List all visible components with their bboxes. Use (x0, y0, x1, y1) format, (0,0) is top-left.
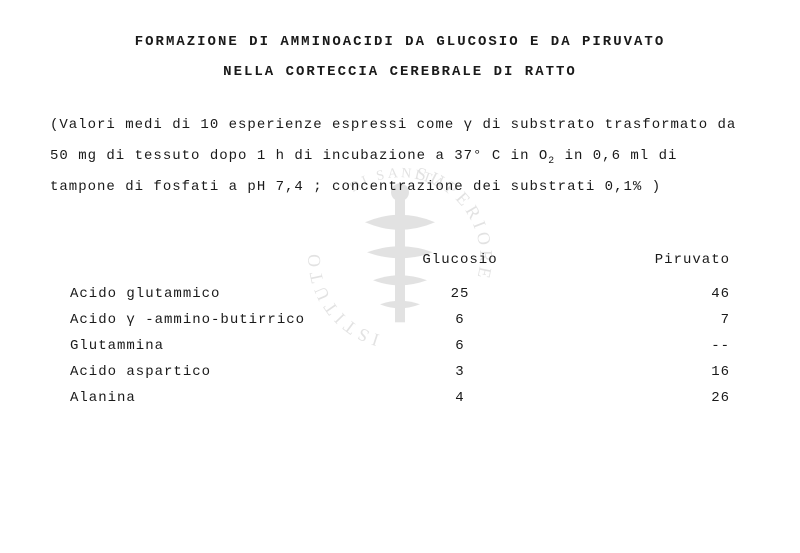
table-header-piruvato: Piruvato (550, 252, 740, 268)
row-label: Alanina (50, 390, 370, 406)
row-glucosio: 6 (370, 338, 550, 354)
row-piruvato: 26 (550, 390, 740, 406)
table-row: Acido glutammico 25 46 (50, 286, 750, 302)
title-line-2: NELLA CORTECCIA CEREBRALE DI RATTO (50, 64, 750, 80)
table-row: Alanina 4 26 (50, 390, 750, 406)
row-piruvato: -- (550, 338, 740, 354)
row-label: Acido glutammico (50, 286, 370, 302)
row-piruvato: 16 (550, 364, 740, 380)
row-piruvato: 7 (550, 312, 740, 328)
table-row: Acido aspartico 3 16 (50, 364, 750, 380)
row-label: Acido aspartico (50, 364, 370, 380)
row-label: Glutammina (50, 338, 370, 354)
row-glucosio: 6 (370, 312, 550, 328)
row-glucosio: 25 (370, 286, 550, 302)
table-header-blank (50, 252, 370, 268)
title-line-1: FORMAZIONE DI AMMINOACIDI DA GLUCOSIO E … (50, 34, 750, 50)
document-page: FORMAZIONE DI AMMINOACIDI DA GLUCOSIO E … (0, 0, 800, 406)
table-header-row: Glucosio Piruvato (50, 252, 750, 268)
row-glucosio: 4 (370, 390, 550, 406)
table-row: Glutammina 6 -- (50, 338, 750, 354)
table-row: Acido γ -ammino-butirrico 6 7 (50, 312, 750, 328)
caption-paragraph: (Valori medi di 10 esperienze espressi c… (50, 110, 750, 202)
row-glucosio: 3 (370, 364, 550, 380)
amino-acid-table: Glucosio Piruvato Acido glutammico 25 46… (50, 252, 750, 406)
row-piruvato: 46 (550, 286, 740, 302)
row-label: Acido γ -ammino-butirrico (50, 312, 370, 328)
table-header-glucosio: Glucosio (370, 252, 550, 268)
